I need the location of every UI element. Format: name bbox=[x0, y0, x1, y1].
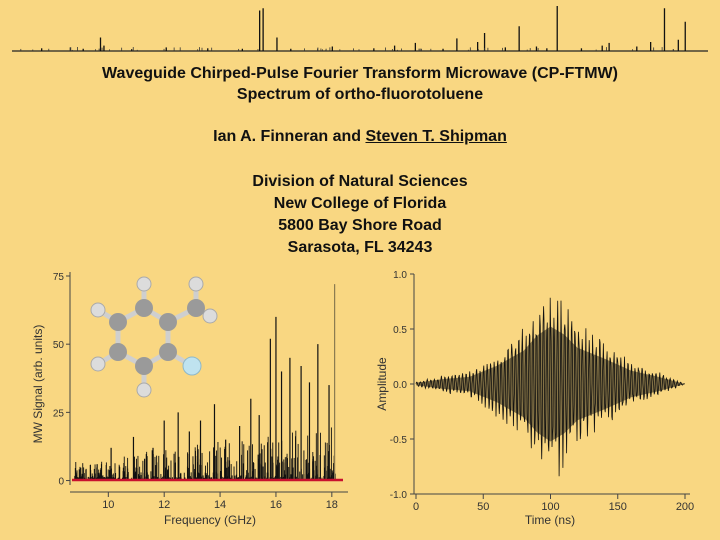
top-stick-spectrum bbox=[12, 6, 708, 52]
freq-y-tick-label: 0 bbox=[58, 477, 64, 488]
time-y-tick-label: 1.0 bbox=[393, 270, 407, 281]
time-y-tick-label: -1.0 bbox=[390, 490, 408, 501]
time-x-tick-label: 100 bbox=[541, 501, 559, 513]
affiliation-street: 5800 Bay Shore Road bbox=[278, 217, 442, 234]
freq-y-tick-label: 75 bbox=[53, 272, 65, 283]
time-x-tick-label: 50 bbox=[477, 501, 489, 513]
affiliation: Division of Natural Sciences New College… bbox=[0, 171, 720, 259]
ortho-fluorotoluene-molecule-icon bbox=[90, 276, 218, 398]
time-ylabel: Amplitude bbox=[375, 357, 389, 411]
freq-xlabel: Frequency (GHz) bbox=[164, 513, 256, 527]
freq-x-tick-label: 16 bbox=[270, 499, 282, 511]
author-first: Ian A. Finneran bbox=[213, 128, 329, 145]
author-second: Steven T. Shipman bbox=[365, 128, 507, 145]
freq-y-tick-label: 25 bbox=[53, 408, 65, 419]
frequency-spectrum-chart: 10 12 14 16 18 0 25 50 75 bbox=[31, 272, 348, 527]
time-y-tick-label: -0.5 bbox=[390, 435, 408, 446]
freq-x-tick-label: 12 bbox=[158, 499, 170, 511]
time-xlabel: Time (ns) bbox=[525, 513, 575, 527]
freq-x-tick-label: 14 bbox=[214, 499, 226, 511]
affiliation-division: Division of Natural Sciences bbox=[252, 173, 468, 190]
time-envelope-band bbox=[416, 326, 685, 442]
poster-title: Waveguide Chirped-Pulse Fourier Transfor… bbox=[0, 63, 720, 105]
freq-y-tick-label: 50 bbox=[53, 340, 65, 351]
freq-x-tick-label: 10 bbox=[102, 499, 114, 511]
time-x-tick-label: 0 bbox=[413, 501, 419, 513]
time-x-tick-label: 200 bbox=[676, 501, 694, 513]
freq-noise-band bbox=[74, 427, 336, 481]
author-connector: and bbox=[332, 128, 362, 145]
time-y-tick-label: 0.5 bbox=[393, 325, 407, 336]
time-x-tick-label: 150 bbox=[609, 501, 627, 513]
affiliation-city: Sarasota, FL 34243 bbox=[287, 239, 433, 256]
time-trace-line bbox=[415, 297, 685, 477]
title-line-2: Spectrum of ortho-fluorotoluene bbox=[236, 86, 484, 103]
freq-x-tick-label: 18 bbox=[326, 499, 338, 511]
freq-ylabel: MW Signal (arb. units) bbox=[31, 325, 45, 444]
authors: Ian A. Finneran and Steven T. Shipman bbox=[0, 128, 720, 146]
time-y-tick-label: 0.0 bbox=[393, 380, 407, 391]
title-line-1: Waveguide Chirped-Pulse Fourier Transfor… bbox=[102, 65, 618, 82]
affiliation-college: New College of Florida bbox=[273, 195, 447, 212]
